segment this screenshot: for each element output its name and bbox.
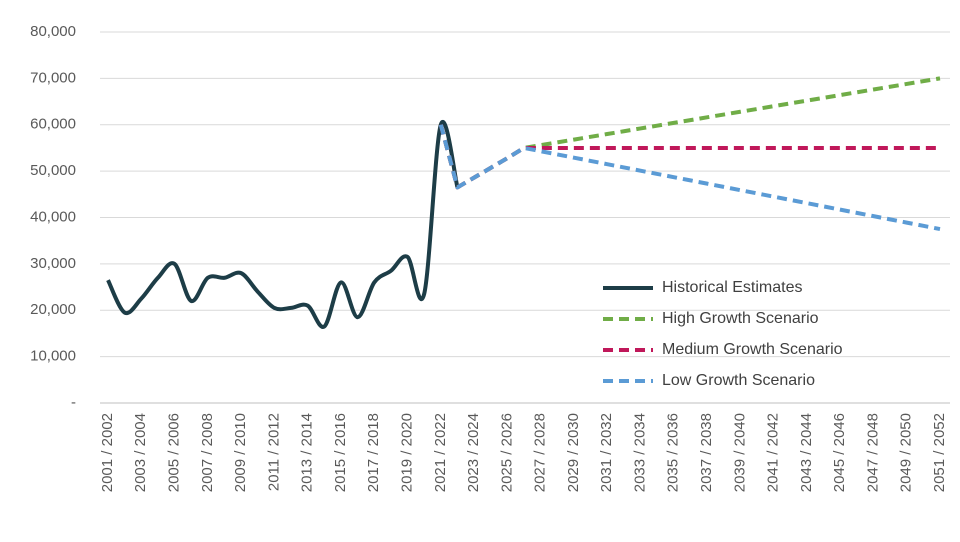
y-tick-label: - xyxy=(71,394,76,411)
y-tick-label: 20,000 xyxy=(30,301,76,318)
x-tick-label: 2051 / 2052 xyxy=(931,413,948,492)
x-tick-label: 2009 / 2010 xyxy=(232,413,249,492)
x-tick-label: 2045 / 2046 xyxy=(831,413,848,492)
y-tick-label: 60,000 xyxy=(30,116,76,133)
series-line xyxy=(438,124,940,190)
series-line xyxy=(438,76,941,190)
x-tick-label: 2021 / 2022 xyxy=(432,413,449,492)
x-tick-label: 2001 / 2002 xyxy=(99,413,116,492)
x-tick-label: 2025 / 2026 xyxy=(498,413,515,492)
y-tick-label: 80,000 xyxy=(30,23,76,40)
x-tick-label: 2049 / 2050 xyxy=(898,413,915,492)
y-tick-label: 10,000 xyxy=(30,348,76,365)
x-tick-label: 2007 / 2008 xyxy=(199,413,216,492)
x-tick-label: 2015 / 2016 xyxy=(332,413,349,492)
x-tick-label: 2017 / 2018 xyxy=(365,413,382,492)
y-tick-label: 40,000 xyxy=(30,208,76,225)
x-tick-label: 2029 / 2030 xyxy=(565,413,582,492)
x-tick-label: 2019 / 2020 xyxy=(398,413,415,492)
y-tick-label: 50,000 xyxy=(30,162,76,179)
legend-label: Historical Estimates xyxy=(662,279,802,296)
x-tick-label: 2005 / 2006 xyxy=(166,413,183,492)
x-tick-label: 2027 / 2028 xyxy=(532,413,549,492)
y-tick-label: 70,000 xyxy=(30,69,76,86)
x-tick-label: 2023 / 2024 xyxy=(465,413,482,492)
x-tick-label: 2035 / 2036 xyxy=(665,413,682,492)
x-tick-label: 2047 / 2048 xyxy=(864,413,881,492)
x-tick-label: 2003 / 2004 xyxy=(132,413,149,492)
x-tick-label: 2013 / 2014 xyxy=(299,413,316,492)
x-tick-label: 2011 / 2012 xyxy=(265,413,282,491)
x-tick-label: 2033 / 2034 xyxy=(631,413,648,492)
series-line xyxy=(438,124,941,232)
x-tick-label: 2041 / 2042 xyxy=(765,413,782,492)
series-line xyxy=(106,119,460,329)
x-tick-label: 2031 / 2032 xyxy=(598,413,615,492)
legend-label: High Growth Scenario xyxy=(662,310,819,327)
x-tick-label: 2043 / 2044 xyxy=(798,413,815,492)
y-tick-label: 30,000 xyxy=(30,255,76,272)
legend-label: Medium Growth Scenario xyxy=(662,341,843,358)
x-tick-label: 2037 / 2038 xyxy=(698,413,715,492)
legend-label: Low Growth Scenario xyxy=(662,372,815,389)
x-tick-label: 2039 / 2040 xyxy=(731,413,748,492)
